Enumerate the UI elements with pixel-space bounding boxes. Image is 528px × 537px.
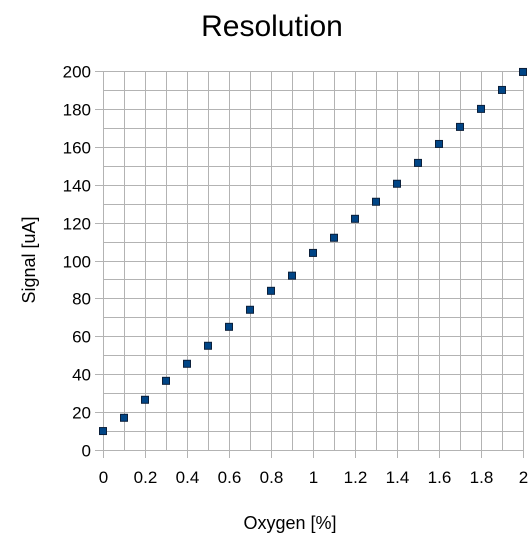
axis-ticks <box>95 71 524 458</box>
data-point <box>183 359 191 368</box>
y-tick-label: 60 <box>72 328 91 347</box>
data-point <box>435 139 443 148</box>
x-tick-label: 2 <box>519 468 528 487</box>
x-tick-label: 0 <box>99 468 108 487</box>
y-tick-label: 20 <box>72 404 91 423</box>
data-point <box>351 214 359 223</box>
data-point <box>267 286 275 295</box>
data-point <box>372 197 380 206</box>
y-tick-label: 80 <box>72 290 91 309</box>
data-point <box>162 376 170 385</box>
y-axis-title: Signal [uA] <box>19 216 39 303</box>
data-points <box>99 67 527 436</box>
data-point <box>519 67 527 76</box>
data-point <box>204 341 212 350</box>
y-tick-label: 200 <box>63 63 91 82</box>
data-point <box>393 179 401 188</box>
data-point <box>498 85 506 94</box>
x-tick-label: 1.6 <box>428 468 452 487</box>
tick-labels: 0 20 40 60 80 100 120 140 160 180 200 0 0.2 0.4 0.6 0.8… <box>63 63 528 488</box>
y-tick-label: 120 <box>63 215 91 234</box>
data-point <box>141 395 149 404</box>
x-tick-label: 1.2 <box>344 468 368 487</box>
data-point <box>246 305 254 314</box>
data-point <box>225 322 233 331</box>
data-point <box>309 248 317 257</box>
chart-title: Resolution <box>201 10 343 43</box>
x-tick-label: 0.6 <box>218 468 242 487</box>
y-tick-label: 180 <box>63 101 91 120</box>
data-point <box>330 233 338 242</box>
y-tick-label: 100 <box>63 253 91 272</box>
y-tick-label: 160 <box>63 139 91 158</box>
x-tick-label: 0.2 <box>134 468 158 487</box>
data-point <box>477 104 485 113</box>
x-axis-title: Oxygen [%] <box>243 513 336 533</box>
y-tick-label: 140 <box>63 177 91 196</box>
x-tick-label: 0.8 <box>260 468 284 487</box>
data-point <box>120 413 128 422</box>
data-point <box>414 158 422 167</box>
data-point <box>99 427 107 436</box>
x-tick-label: 1.4 <box>386 468 410 487</box>
x-tick-label: 1.8 <box>470 468 494 487</box>
data-point <box>456 122 464 131</box>
data-point <box>288 271 296 280</box>
y-tick-label: 0 <box>82 442 91 461</box>
y-tick-label: 40 <box>72 366 91 385</box>
x-tick-label: 0.4 <box>176 468 200 487</box>
grid <box>103 71 524 451</box>
x-tick-label: 1 <box>309 468 318 487</box>
